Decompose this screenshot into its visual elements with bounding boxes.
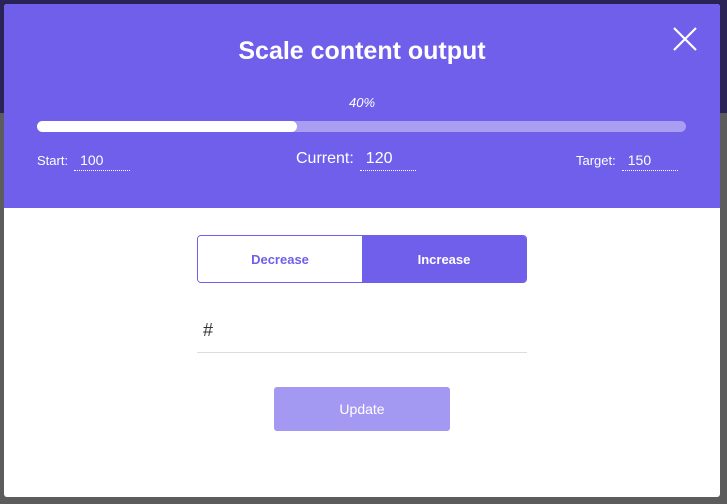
- current-stat: Current: 120: [296, 150, 416, 171]
- target-label: Target:: [576, 153, 616, 168]
- progress-fill: [37, 121, 297, 132]
- start-stat: Start: 100: [37, 152, 131, 171]
- start-value[interactable]: 100: [74, 152, 131, 171]
- amount-field: #: [197, 308, 527, 353]
- current-value[interactable]: 120: [359, 150, 416, 171]
- decrease-option[interactable]: Decrease: [198, 236, 362, 282]
- direction-toggle: Decrease Increase: [197, 235, 527, 283]
- update-button[interactable]: Update: [274, 387, 450, 431]
- current-label: Current:: [296, 150, 354, 167]
- hash-prefix: #: [203, 320, 214, 340]
- scale-content-modal: Scale content output 40% Start: 100 Curr…: [4, 4, 720, 497]
- close-button[interactable]: [672, 26, 698, 52]
- modal-header: Scale content output 40% Start: 100 Curr…: [4, 4, 720, 208]
- target-stat: Target: 150: [576, 152, 678, 171]
- target-value[interactable]: 150: [621, 152, 678, 171]
- close-icon: [673, 27, 697, 51]
- start-label: Start:: [37, 153, 69, 168]
- increase-option[interactable]: Increase: [362, 236, 526, 282]
- progress-percent: 40%: [348, 95, 376, 110]
- progress-bar: [37, 121, 686, 132]
- modal-title: Scale content output: [238, 37, 486, 65]
- amount-input[interactable]: [213, 308, 527, 353]
